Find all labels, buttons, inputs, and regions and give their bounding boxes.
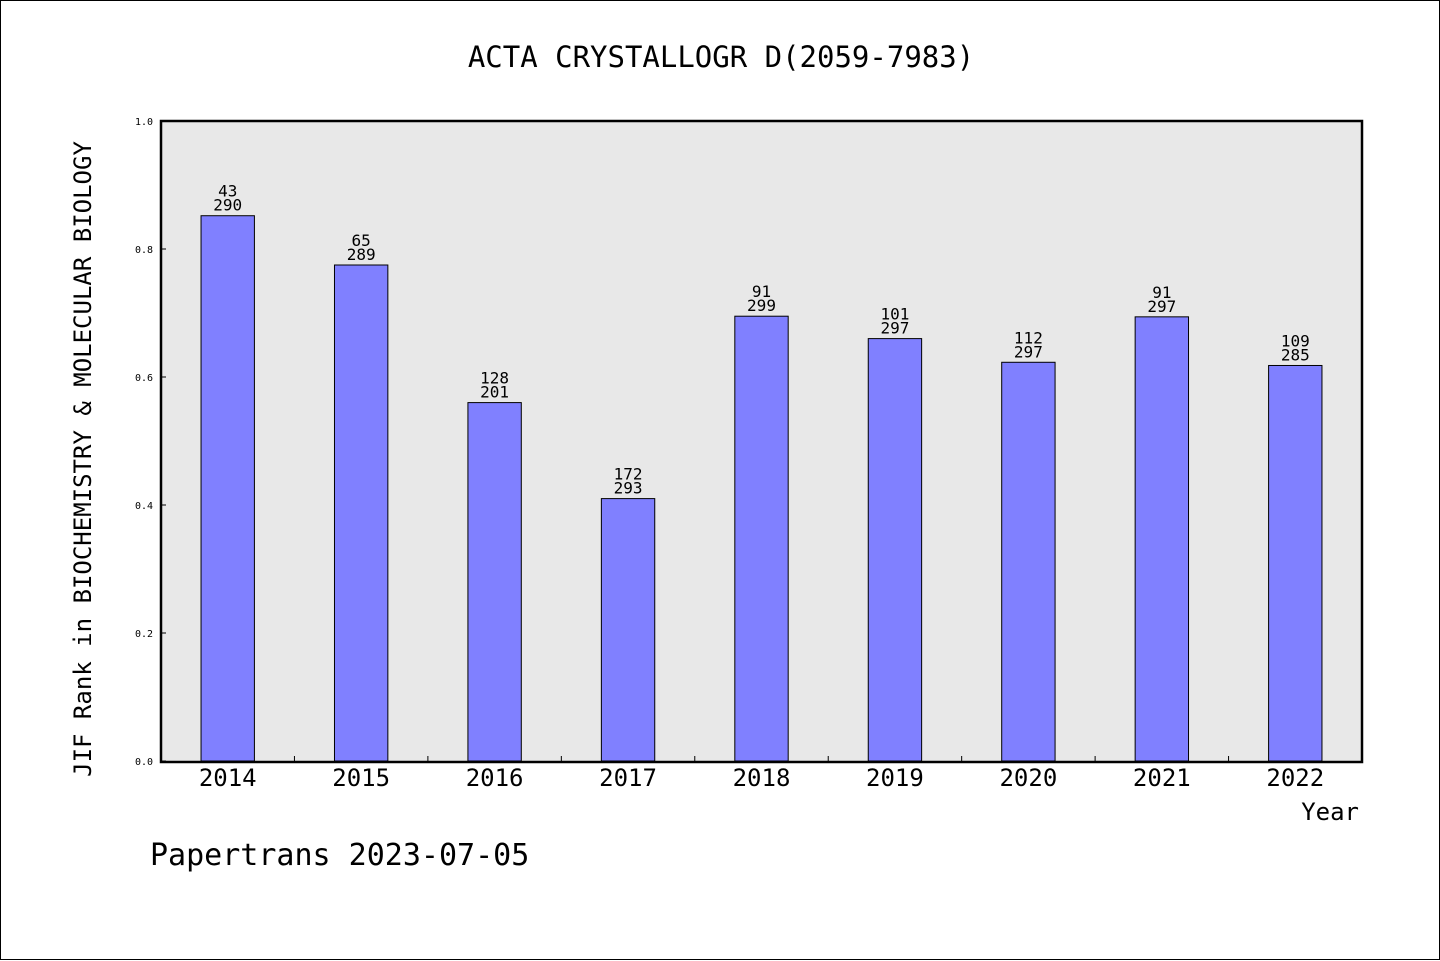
bar-2020 [1001, 361, 1056, 762]
bar-2018 [734, 315, 789, 762]
bar-label-total: 293 [614, 479, 643, 498]
x-tick-label: 2021 [1133, 764, 1191, 792]
bar-2015 [333, 264, 389, 762]
y-tick-label: 0.0 [135, 757, 153, 768]
y-tick-label: 0.2 [135, 629, 153, 640]
bar-label-rank: 43 [218, 182, 237, 201]
y-tick-label: 0.6 [135, 373, 153, 384]
x-tick-label: 2016 [466, 764, 524, 792]
bar-label-total: 285 [1281, 345, 1310, 364]
bar-label-rank: 172 [614, 465, 643, 484]
x-tick-label: 2019 [866, 764, 924, 792]
x-tick-label: 2014 [199, 764, 257, 792]
bar-label-rank: 112 [1014, 328, 1043, 347]
chart-title: ACTA CRYSTALLOGR D(2059-7983) [468, 40, 974, 74]
bar-label-total: 289 [347, 245, 376, 264]
x-axis: 2014 2015 2016 2017 2018 2019 2020 2021 2022 [199, 756, 1324, 792]
y-axis-title: JIF Rank in BIOCHEMISTRY & MOLECULAR BIO… [69, 141, 97, 777]
bar-label-rank: 65 [352, 231, 371, 250]
x-tick-label: 2015 [332, 764, 390, 792]
bar-2022 [1268, 364, 1323, 762]
bar-label-total: 290 [213, 196, 242, 215]
bar-label-rank: 91 [1152, 283, 1171, 302]
x-tick-label: 2022 [1266, 764, 1324, 792]
y-tick-label: 0.4 [135, 501, 153, 512]
bar-label-rank: 109 [1281, 331, 1310, 350]
bar-2017 [600, 498, 656, 762]
bar-label-rank: 91 [752, 282, 771, 301]
y-tick-label: 1.0 [135, 117, 153, 128]
x-tick-label: 2018 [733, 764, 791, 792]
bar-label-total: 297 [1147, 297, 1176, 316]
bar-2021 [1134, 316, 1190, 762]
x-tick-label: 2020 [999, 764, 1057, 792]
y-tick-label: 0.8 [135, 245, 153, 256]
bar-label-rank: 101 [880, 305, 909, 324]
bar-2016 [467, 402, 522, 762]
bar-2019 [867, 338, 923, 762]
bar-label-rank: 128 [480, 369, 509, 388]
y-axis: 0.0 0.2 0.4 0.6 0.8 1.0 [135, 117, 166, 768]
bar-label-total: 201 [480, 383, 509, 402]
bar-label-total: 299 [747, 296, 776, 315]
bar-2014 [200, 215, 255, 762]
x-tick-label: 2017 [599, 764, 657, 792]
bar-label-total: 297 [880, 319, 909, 338]
x-axis-title: Year [1301, 798, 1359, 826]
footer-note: Papertrans 2023-07-05 [150, 838, 529, 873]
bar-label-total: 297 [1014, 342, 1043, 361]
